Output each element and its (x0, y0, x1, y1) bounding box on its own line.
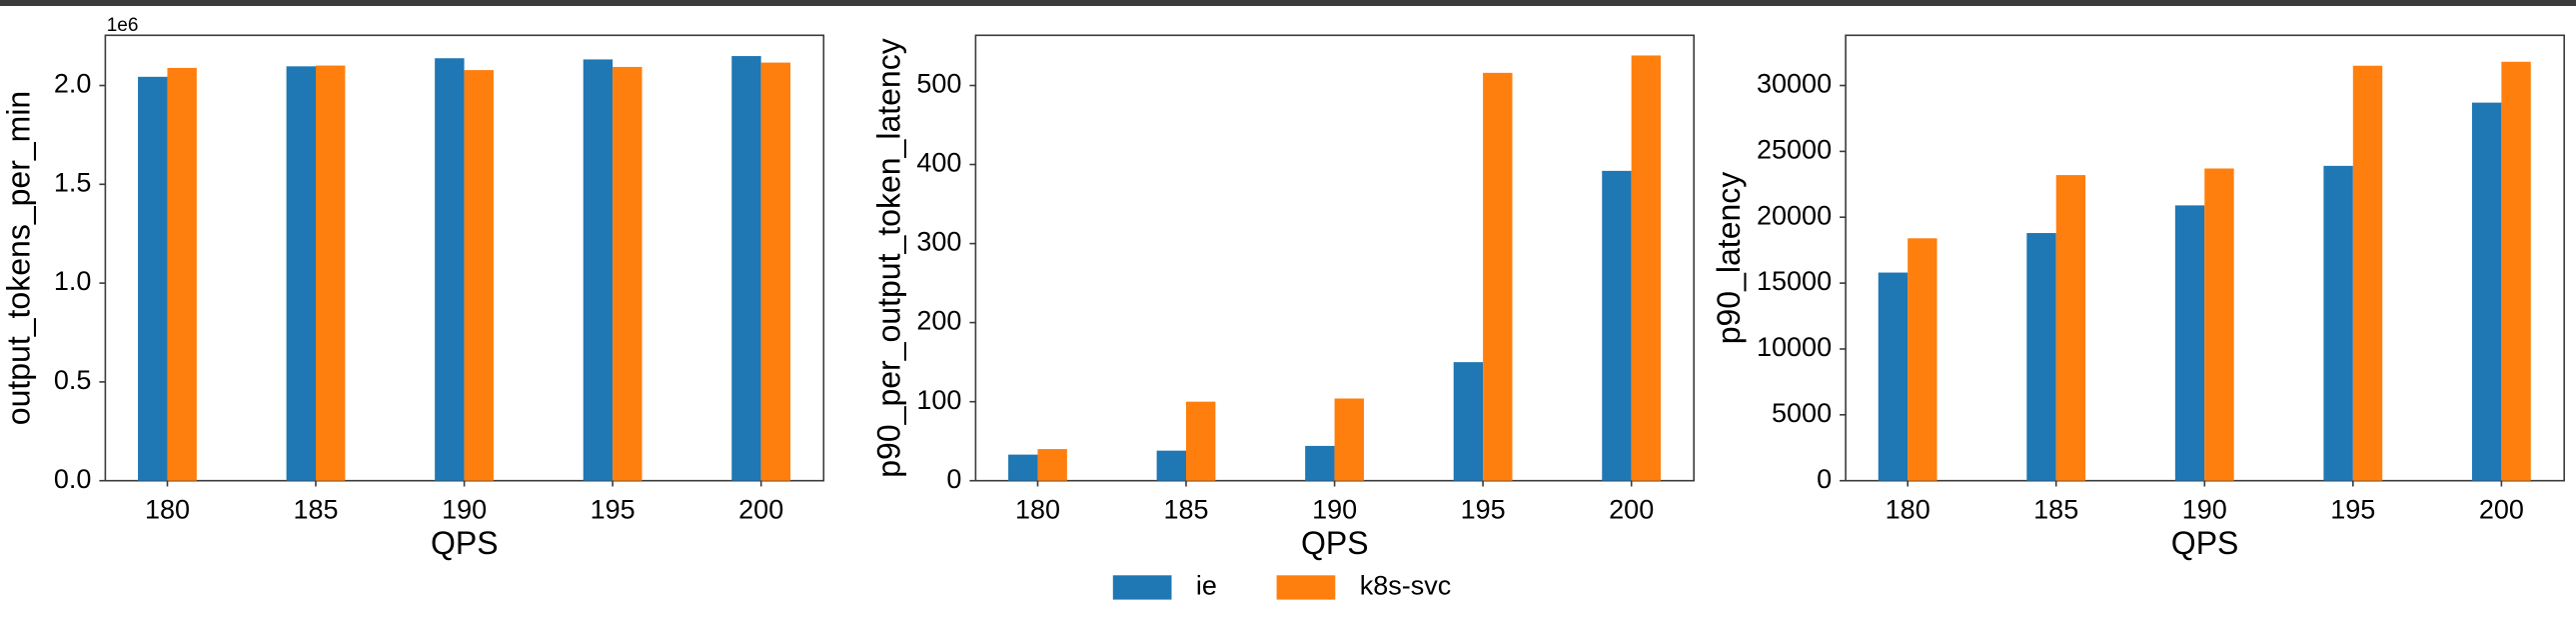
svg-text:p90_latency: p90_latency (1711, 172, 1747, 345)
svg-text:185: 185 (293, 494, 338, 524)
svg-text:0: 0 (946, 464, 961, 494)
svg-text:180: 180 (1886, 494, 1931, 524)
svg-text:15000: 15000 (1757, 266, 1832, 296)
svg-text:190: 190 (2182, 494, 2227, 524)
svg-text:200: 200 (916, 306, 961, 336)
svg-text:QPS: QPS (1301, 525, 1369, 561)
svg-text:180: 180 (1015, 494, 1060, 524)
svg-text:30000: 30000 (1757, 69, 1832, 99)
svg-text:200: 200 (738, 494, 783, 524)
svg-text:0.5: 0.5 (54, 365, 92, 395)
svg-text:2.0: 2.0 (54, 69, 92, 99)
svg-text:185: 185 (1163, 494, 1208, 524)
svg-text:20000: 20000 (1757, 200, 1832, 230)
svg-text:k8s-svc: k8s-svc (1360, 571, 1452, 601)
svg-text:195: 195 (1461, 494, 1506, 524)
svg-text:1.0: 1.0 (54, 266, 92, 296)
svg-text:p90_per_output_token_latency: p90_per_output_token_latency (870, 38, 906, 477)
svg-text:10000: 10000 (1757, 332, 1832, 362)
svg-text:190: 190 (442, 494, 487, 524)
svg-text:0: 0 (1817, 464, 1832, 494)
svg-text:1.5: 1.5 (54, 167, 92, 197)
svg-text:195: 195 (591, 494, 636, 524)
svg-text:200: 200 (1609, 494, 1654, 524)
svg-text:output_tokens_per_min: output_tokens_per_min (0, 91, 36, 425)
svg-text:0.0: 0.0 (54, 464, 92, 494)
svg-text:500: 500 (916, 69, 961, 99)
svg-text:5000: 5000 (1772, 398, 1832, 428)
svg-text:QPS: QPS (431, 525, 499, 561)
svg-text:1e6: 1e6 (107, 15, 139, 36)
svg-text:QPS: QPS (2171, 525, 2239, 561)
svg-text:200: 200 (2479, 494, 2524, 524)
svg-text:190: 190 (1312, 494, 1357, 524)
svg-text:195: 195 (2330, 494, 2375, 524)
svg-text:180: 180 (145, 494, 190, 524)
svg-text:185: 185 (2033, 494, 2078, 524)
svg-text:300: 300 (916, 227, 961, 257)
svg-text:25000: 25000 (1757, 135, 1832, 165)
svg-text:ie: ie (1196, 571, 1217, 601)
svg-text:100: 100 (916, 385, 961, 415)
svg-text:400: 400 (916, 148, 961, 178)
